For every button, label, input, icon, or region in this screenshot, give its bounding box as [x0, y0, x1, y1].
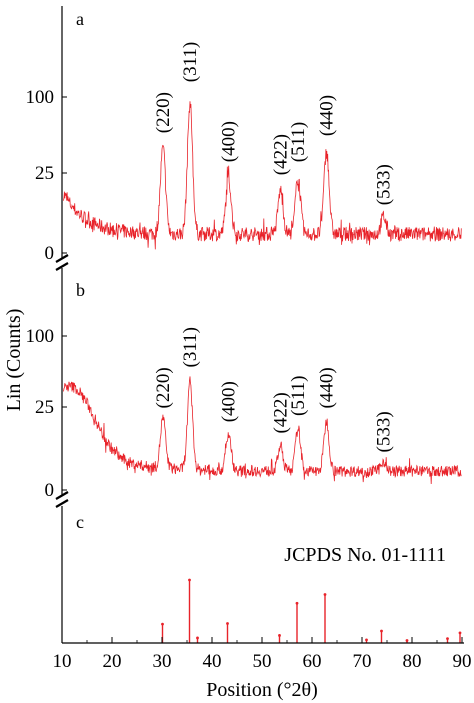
axis-break-mark [55, 499, 69, 508]
pattern-line-b [63, 376, 462, 485]
x-axis-title: Position (°2θ) [206, 679, 317, 701]
reference-stick-cap [161, 622, 164, 626]
peak-label: (511) [288, 376, 309, 416]
y-tick-label: 0 [45, 243, 55, 264]
axis-break-mark [55, 491, 69, 500]
reference-stick-cap [405, 639, 409, 642]
x-tick-label: 20 [103, 651, 122, 672]
peak-label: (533) [374, 164, 395, 205]
x-tick-label: 40 [203, 651, 222, 672]
peak-label: (311) [180, 42, 201, 82]
axis-break-mark [55, 254, 69, 263]
peak-label: (220) [153, 92, 174, 133]
x-tick-label: 10 [53, 651, 72, 672]
patterns-layer [63, 101, 462, 643]
reference-stick-cap [188, 578, 191, 582]
reference-card-label: JCPDS No. 01-1111 [284, 544, 446, 566]
x-tick-label: 70 [353, 651, 372, 672]
x-tick-label: 50 [253, 651, 272, 672]
y-tick-label: 25 [35, 163, 54, 184]
panel-label-a: a [76, 9, 84, 29]
x-tick-label: 90 [453, 651, 472, 672]
reference-stick-cap [380, 629, 383, 633]
y-tick-label: 100 [26, 87, 55, 108]
peak-label: (422) [271, 134, 292, 175]
reference-stick-cap [226, 622, 229, 625]
y-tick-label: 0 [45, 480, 55, 501]
peak-label: (400) [219, 381, 240, 422]
labels-layer: (220)(311)(400) (422)(511)(440)(533)a(220… [3, 9, 446, 701]
y-tick-label: 100 [26, 326, 55, 347]
x-tick-label: 60 [303, 651, 322, 672]
peak-label: (220) [153, 367, 174, 408]
reference-stick-cap [323, 593, 327, 596]
reference-stick-cap [278, 634, 281, 637]
reference-stick-cap [458, 631, 462, 635]
peak-label: (533) [374, 411, 395, 452]
axes-layer: 0 25 100 0 25 100 10 20 30 40 50 60 70 80 90 [26, 6, 472, 672]
panel-label-b: b [76, 280, 85, 300]
x-tick-label: 80 [403, 651, 422, 672]
reference-stick-cap [295, 601, 299, 605]
peak-label: (311) [180, 327, 201, 367]
y-tick-label: 25 [35, 397, 54, 418]
peak-label: (511) [288, 122, 309, 162]
reference-stick-cap [446, 637, 449, 640]
y-axis-title: Lin (Counts) [3, 309, 25, 412]
panel-label-c: c [76, 512, 84, 532]
reference-stick-cap [196, 636, 199, 640]
pattern-line-a [63, 101, 462, 250]
x-tick-label: 30 [153, 651, 172, 672]
peak-label: (440) [317, 95, 338, 136]
axis-break-mark [55, 262, 69, 271]
peak-label: (400) [219, 121, 240, 162]
peak-label: (422) [271, 392, 292, 433]
reference-stick-cap [365, 638, 368, 642]
peak-label: (440) [317, 367, 338, 408]
